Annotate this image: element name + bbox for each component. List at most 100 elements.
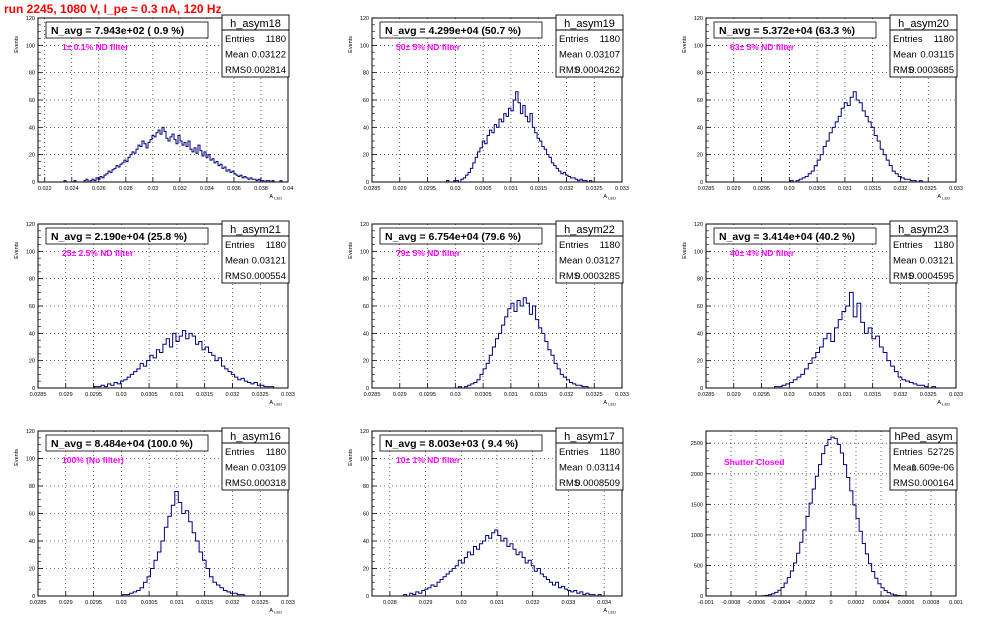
x-tick-label: 0.024 [65, 186, 79, 192]
x-tick-label: 0.029 [59, 600, 73, 606]
stats-value: 1180 [266, 447, 286, 458]
stats-value: 0.03115 [920, 50, 954, 61]
histogram-line [88, 330, 277, 389]
stats-label: Entries [225, 240, 255, 251]
y-tick-label: 60 [697, 98, 703, 104]
y-tick-label: 40 [29, 539, 35, 545]
y-tick-label: 80 [29, 277, 35, 283]
stats-label: RMS [225, 271, 246, 282]
histogram-name: h_asym23 [898, 224, 949, 236]
navg-box [379, 434, 543, 452]
y-tick-label: 20 [363, 567, 369, 573]
navg-label: N_avg = 2.190e+04 (25.8 %) [51, 231, 187, 243]
x-tick-label: -0.0006 [747, 600, 766, 606]
y-tick-label: 2500 [691, 441, 703, 447]
y-tick-label: 40 [29, 125, 35, 131]
x-tick-label: 0.0006 [898, 600, 915, 606]
y-tick-label: 80 [697, 71, 703, 77]
filter-annotation: 100% (No filter) [62, 455, 124, 465]
navg-label: N_avg = 6.754e+04 (79.6 %) [385, 231, 521, 243]
x-tick-label: 0.0285 [364, 392, 381, 398]
stats-value: 1180 [600, 34, 620, 45]
x-tick-label: 0.032 [226, 392, 240, 398]
x-tick-label: 0.034 [597, 600, 611, 606]
stats-label: Mean [225, 463, 249, 474]
x-axis-title: A LED [937, 194, 950, 201]
navg-box [45, 21, 209, 39]
x-tick-label: 0.029 [727, 392, 741, 398]
x-tick-label: 0.0325 [252, 600, 269, 606]
y-tick-label: 60 [29, 98, 35, 104]
x-tick-label: 0.032 [226, 600, 240, 606]
x-tick-label: 0.03 [456, 600, 467, 606]
x-tick-label: 0.029 [59, 392, 73, 398]
filter-annotation: Shutter Closed [724, 457, 784, 467]
stats-value: 0.0004595 [909, 271, 954, 282]
histogram-line [427, 91, 595, 183]
y-axis-title: Events [14, 242, 20, 259]
x-tick-label: 0.0002 [848, 600, 865, 606]
stats-value: 0.03121 [920, 256, 954, 267]
x-tick-label: 0.0295 [419, 186, 436, 192]
x-tick-label: 0.032 [894, 186, 908, 192]
stats-label: Entries [559, 447, 589, 458]
stats-box [221, 427, 290, 491]
x-tick-label: 0.0285 [698, 186, 715, 192]
histogram-name: h_asym17 [564, 431, 615, 443]
x-tick-label: 0.032 [173, 186, 187, 192]
histogram-line [455, 297, 595, 389]
stats-value: 0.0003685 [909, 65, 954, 76]
x-tick-label: 0.022 [38, 186, 52, 192]
page-title: run 2245, 1080 V, I_pe ≈ 0.3 nA, 120 Hz [4, 2, 222, 16]
y-tick-label: 20 [29, 567, 35, 573]
histogram-line [756, 436, 907, 597]
y-tick-label: 80 [697, 277, 703, 283]
y-tick-label: 60 [363, 512, 369, 518]
x-tick-label: 0.0325 [920, 186, 937, 192]
y-tick-label: 80 [363, 484, 369, 490]
y-tick-label: 0 [366, 180, 369, 186]
stats-label: Entries [559, 240, 589, 251]
x-axis-title: A LED [269, 194, 282, 201]
y-tick-label: 100 [360, 249, 369, 255]
y-tick-label: 120 [360, 429, 369, 435]
histogram-panel-h_asym23: 0.0285 0.029 0.0295 0.03 0.0305 0.031 0.0315 0.… [682, 220, 963, 407]
y-tick-label: 60 [29, 304, 35, 310]
stats-box [555, 427, 624, 491]
navg-label: N_avg = 3.414e+04 (40.2 %) [719, 231, 855, 243]
histogram-panel-h_asym20: 0.0285 0.029 0.0295 0.03 0.0305 0.031 0.0315 0.… [682, 14, 963, 201]
y-tick-label: 100 [694, 43, 703, 49]
filter-annotation: 63± 5% ND filter [730, 42, 795, 52]
x-tick-label: 0.031 [838, 392, 852, 398]
stats-box [221, 14, 290, 78]
y-tick-label: 100 [360, 457, 369, 463]
stats-value: 0.0008509 [575, 478, 620, 489]
stats-value: 0.0003285 [575, 271, 620, 282]
x-tick-label: 0.032 [560, 186, 574, 192]
stats-label: RMS [559, 271, 580, 282]
y-tick-label: 100 [26, 457, 35, 463]
y-axis-title: Events [348, 242, 354, 259]
y-axis-title: Events [682, 36, 688, 53]
x-tick-label: 0 [829, 600, 832, 606]
x-tick-label: 0.03 [784, 186, 795, 192]
y-tick-label: 0 [700, 594, 703, 600]
x-tick-label: 0.03 [116, 392, 127, 398]
x-tick-label: 0.0295 [753, 186, 770, 192]
filter-annotation: 40± 4% ND filter [730, 248, 795, 258]
filter-annotation: 50± 5% ND filter [396, 42, 461, 52]
stats-label: Mean [559, 50, 583, 61]
x-tick-label: 0.0315 [530, 392, 547, 398]
x-tick-label: 0.031 [170, 392, 184, 398]
x-tick-label: 0.001 [949, 600, 963, 606]
filter-annotation: 10± 1% ND filter [396, 455, 461, 465]
x-tick-label: 0.033 [562, 600, 576, 606]
x-tick-label: 0.0305 [475, 186, 492, 192]
y-tick-label: 0 [700, 180, 703, 186]
y-tick-label: 1500 [691, 502, 703, 508]
stats-label: Entries [893, 240, 923, 251]
stats-box [221, 220, 290, 284]
stats-label: Entries [225, 34, 255, 45]
x-tick-label: 0.0325 [586, 392, 603, 398]
x-tick-label: 0.029 [419, 600, 433, 606]
